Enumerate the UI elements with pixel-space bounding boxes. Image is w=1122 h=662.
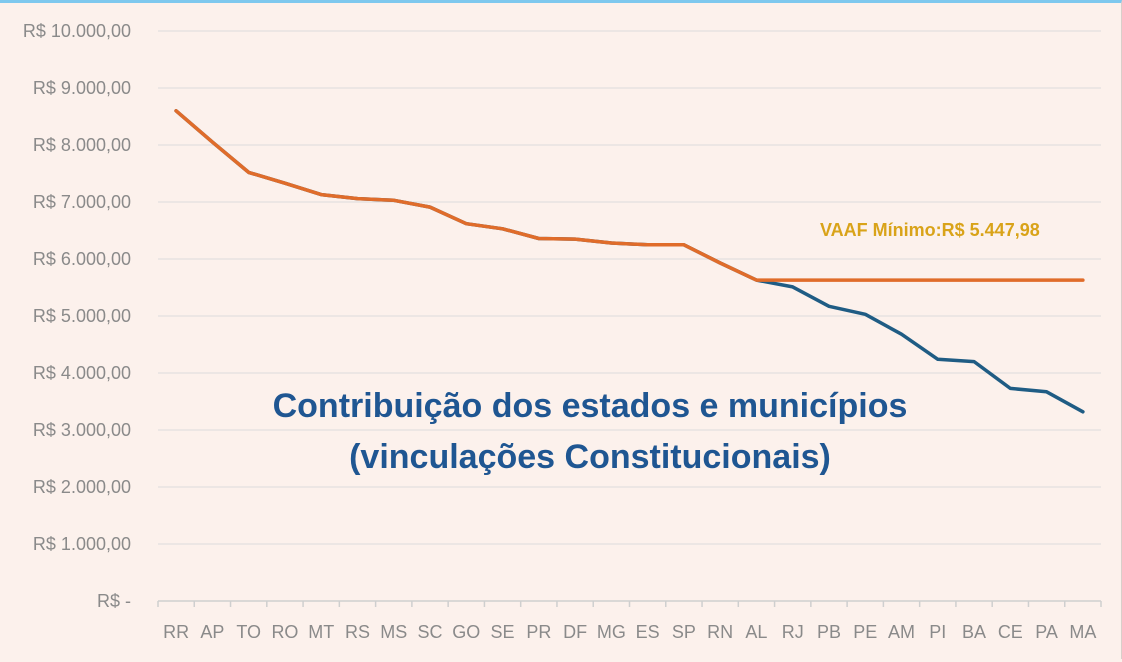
x-axis-ticks: RR AP TO RO MT RS MS SC GO SE PR DF MG ES SP RN AL RJ PB PE… [163,622,1096,642]
y-tick-label: R$ 2.000,00 [33,477,131,497]
series-layer [174,109,1085,414]
x-tick-label-sc: SC [418,622,443,642]
x-tick-label-ce: CE [998,622,1023,642]
x-tick-label-al: AL [745,622,767,642]
x-tick-label-ma: MA [1069,622,1096,642]
x-tick-label-mt: MT [308,622,334,642]
x-tick-label-ap: AP [200,622,224,642]
y-tick-label: R$ 4.000,00 [33,363,131,383]
y-axis-ticks: R$ - R$ 1.000,00 R$ 2.000,00 R$ 3.000,00 R$ … [23,21,131,611]
y-tick-label: R$ 5.000,00 [33,306,131,326]
x-tick-label-rj: RJ [782,622,804,642]
x-tick-label-df: DF [563,622,587,642]
x-tick-label-sp: SP [672,622,696,642]
y-tick-label: R$ 6.000,00 [33,249,131,269]
line-chart: R$ - R$ 1.000,00 R$ 2.000,00 R$ 3.000,00 R$ … [23,21,1102,642]
chart-title-line-1: Contribuição dos estados e municípios [273,387,908,425]
y-tick-label: R$ 10.000,00 [23,21,131,41]
x-tick-label-es: ES [636,622,660,642]
x-tick-label-rs: RS [345,622,370,642]
y-tick-label: R$ - [97,591,131,611]
grid-layer [157,30,1102,607]
x-tick-label-rr: RR [163,622,189,642]
chart-title-line-2: (vinculações Constitucionais) [349,438,831,476]
y-tick-label: R$ 8.000,00 [33,135,131,155]
x-tick-label-pe: PE [853,622,877,642]
x-tick-label-ro: RO [271,622,298,642]
series-line-vaaf-minimo [174,109,1085,282]
y-tick-label: R$ 3.000,00 [33,420,131,440]
x-tick-label-ms: MS [380,622,407,642]
x-tick-label-am: AM [888,622,915,642]
x-tick-label-pb: PB [817,622,841,642]
series-line-contribuicao [174,109,1085,414]
x-tick-label-to: TO [236,622,261,642]
y-tick-label: R$ 7.000,00 [33,192,131,212]
x-tick-label-pi: PI [929,622,946,642]
y-tick-label: R$ 1.000,00 [33,534,131,554]
x-tick-label-rn: RN [707,622,733,642]
x-tick-label-pr: PR [526,622,551,642]
vaaf-minimo-annotation: VAAF Mínimo:R$ 5.447,98 [820,220,1040,240]
x-tick-label-se: SE [491,622,515,642]
x-tick-label-pa: PA [1035,622,1058,642]
x-tick-label-mg: MG [597,622,626,642]
x-tick-label-go: GO [452,622,480,642]
x-tick-label-ba: BA [962,622,986,642]
y-tick-label: R$ 9.000,00 [33,78,131,98]
